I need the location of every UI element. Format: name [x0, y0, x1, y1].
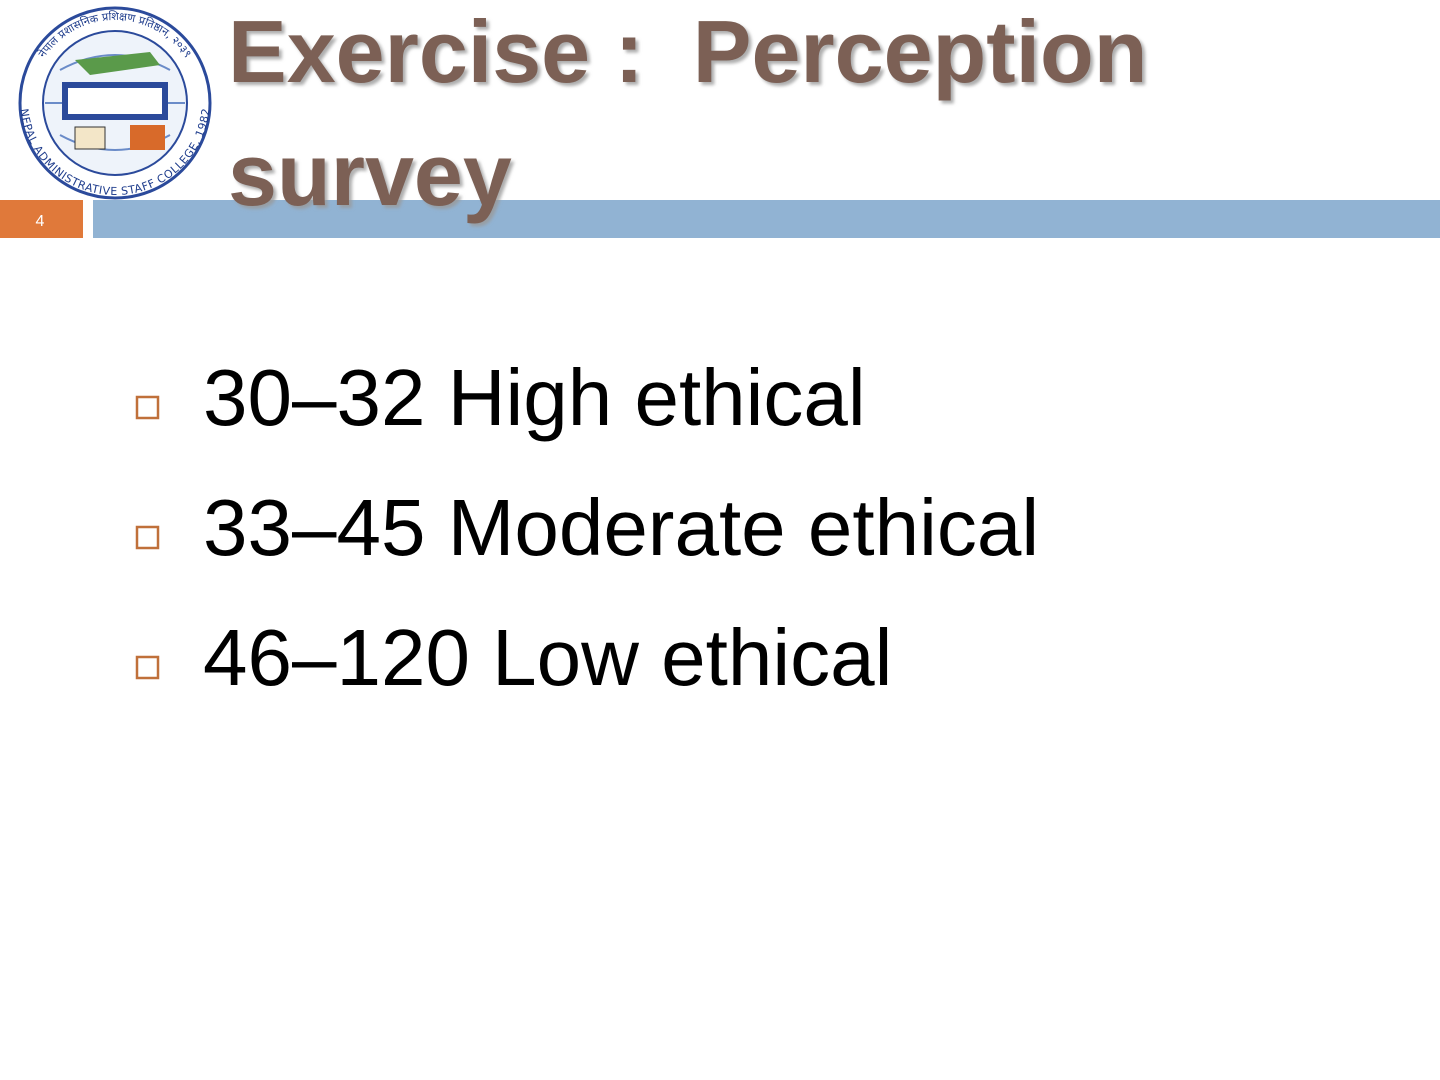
bullet-text: 30–32 High ethical [203, 353, 866, 442]
slide-number: 4 [36, 213, 45, 230]
bullet-list: 30–32 High ethical 33–45 Moderate ethical… [135, 353, 1039, 702]
title-bar [93, 200, 1440, 238]
logo: नेपाल प्रशासनिक प्रशिक्षण प्रतिष्ठान, २०… [17, 6, 213, 200]
title-line: Exercise : Perception [228, 2, 1148, 101]
bullet-box [135, 525, 160, 550]
title-line: survey [228, 125, 512, 224]
number-box [0, 200, 83, 238]
bullet-text: 33–45 Moderate ethical [203, 483, 1039, 572]
bullet-text: 46–120 Low ethical [203, 613, 892, 702]
bullet-box [135, 395, 160, 420]
bullet-box [135, 655, 160, 680]
